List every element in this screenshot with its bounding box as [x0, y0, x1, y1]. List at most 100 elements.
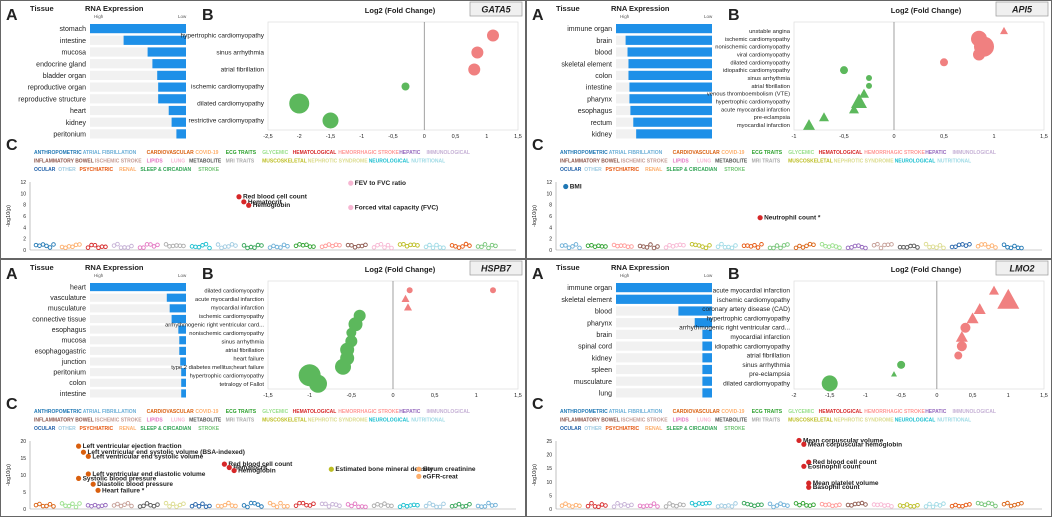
manhattan-point: [573, 502, 579, 507]
trait-legend-item: LUNG: [697, 417, 711, 423]
expression-bar: [158, 94, 186, 104]
tissue-label: endocrine gland: [36, 61, 86, 68]
trait-legend-item: LUNG: [171, 417, 185, 423]
hit-label: Red blood cell count: [228, 461, 293, 468]
trait-legend-item: IMMUNOLOGICAL: [953, 409, 996, 415]
bar-track: [616, 317, 712, 327]
manhattan-point: [986, 500, 991, 505]
manhattan-point: [875, 502, 880, 507]
c-y-tick: 15: [546, 466, 552, 472]
manhattan-point: [241, 502, 247, 508]
trait-legend-item: MUSCOSKELETAL: [262, 159, 307, 165]
trait-legend-item: HEPATIC: [925, 150, 947, 156]
manhattan-point: [375, 242, 380, 248]
manhattan-point: [804, 243, 809, 249]
x-tick-label: -1,5: [263, 393, 272, 399]
hit-label: Systolic blood pressure: [83, 475, 157, 482]
manhattan-point: [382, 245, 387, 250]
trait-legend-item: NUTRITIONAL: [411, 159, 445, 165]
manhattan-point: [267, 245, 273, 250]
manhattan-point: [163, 500, 169, 505]
hit-point: [801, 463, 807, 469]
expression-bar: [178, 325, 186, 334]
trait-legend-item: IMMUNOLOGICAL: [427, 150, 470, 156]
fold-change-marker: [859, 88, 869, 98]
manhattan-point: [927, 501, 932, 506]
trait-legend-item: PSYCHIATRIC: [606, 426, 640, 432]
tissue-label: mucosa: [61, 337, 86, 344]
x-tick-label: -0,5: [896, 393, 905, 399]
trait-legend-item: STROKE: [724, 426, 746, 432]
trait-legend-item: STROKE: [198, 426, 220, 432]
manhattan-point: [129, 503, 134, 508]
manhattan-point: [934, 245, 939, 250]
trait-legend-item: OCULAR: [34, 167, 56, 173]
disease-label: sinus arrhythmia: [221, 339, 264, 345]
high-label: High: [620, 14, 630, 19]
tissue-label: esophagus: [578, 108, 613, 115]
trait-legend-item: RENAL: [645, 167, 662, 173]
manhattan-point: [663, 245, 669, 250]
x-tick-label: 1: [992, 134, 995, 140]
manhattan-point: [118, 245, 124, 250]
trait-legend-item: METABOLITE: [715, 159, 748, 165]
hit-label: Mean platelet volume: [813, 480, 879, 487]
manhattan-point: [655, 244, 660, 249]
manhattan-point: [637, 503, 643, 508]
tissue-label: connective tissue: [32, 316, 86, 323]
high-label: High: [94, 14, 104, 19]
manhattan-point: [363, 504, 368, 509]
expression-bar: [678, 305, 712, 316]
hit-label: Hematocrit: [248, 199, 283, 206]
trait-legend-item: COVID-19: [195, 150, 218, 156]
manhattan-point: [767, 501, 773, 506]
x-tick-label: -1,5: [326, 134, 335, 140]
manhattan-point: [363, 242, 368, 248]
expression-bar: [633, 117, 712, 127]
trait-legend-item: GLYCEMIC: [788, 409, 814, 415]
trait-legend-item: SLEEP & CIRCADIAN: [666, 167, 717, 173]
manhattan-point: [570, 503, 575, 509]
x-tick-label: 1,5: [514, 134, 522, 140]
c-y-label: -log10(p): [6, 463, 12, 485]
hit-label: eGFR-creat: [423, 473, 459, 480]
trait-legend-item: LIPIDS: [147, 417, 164, 423]
manhattan-point: [47, 501, 53, 506]
trait-legend-item: GLYCEMIC: [788, 150, 814, 156]
manhattan-point: [670, 502, 676, 508]
tissue-label: immune organ: [567, 285, 612, 292]
manhattan-point: [1012, 243, 1017, 249]
expression-bar: [179, 335, 186, 344]
trait-legend-item: HEMORRHAGIC STROKE: [864, 150, 925, 156]
disease-label: hypertrophic cardiomyopathy: [716, 100, 791, 106]
manhattan-point: [793, 500, 799, 506]
label-a: A: [6, 7, 18, 24]
hit-label: Left ventricular end systolic volume: [92, 453, 203, 460]
trait-legend-item: NEUROLOGICAL: [369, 159, 410, 165]
fold-change-marker: [866, 82, 872, 89]
disease-label: ischemic cardiomyopathy: [725, 37, 790, 43]
manhattan-point: [729, 245, 735, 251]
manhattan-point: [437, 504, 443, 509]
manhattan-point: [37, 501, 42, 506]
trait-legend-item: NUTRITIONAL: [411, 417, 445, 423]
manhattan-point: [807, 502, 813, 508]
manhattan-point: [111, 243, 117, 248]
manhattan-point: [785, 502, 790, 508]
manhattan-point: [333, 242, 339, 247]
label-c: C: [6, 137, 18, 154]
tissue-label: bladder organ: [43, 73, 86, 80]
manhattan-point: [155, 242, 160, 248]
manhattan-point: [77, 500, 82, 506]
trait-legend-item: OCULAR: [560, 167, 582, 173]
manhattan-point: [1008, 245, 1014, 251]
c-y-tick: 2: [23, 237, 26, 243]
label-b: B: [202, 266, 214, 283]
log2-title: Log2 (Fold Change): [891, 6, 962, 15]
manhattan-point: [923, 503, 929, 509]
tissue-label: pharynx: [587, 96, 612, 103]
manhattan-point: [989, 500, 995, 506]
manhattan-point: [397, 242, 403, 247]
expression-bar: [181, 388, 186, 397]
manhattan-point: [949, 244, 955, 250]
